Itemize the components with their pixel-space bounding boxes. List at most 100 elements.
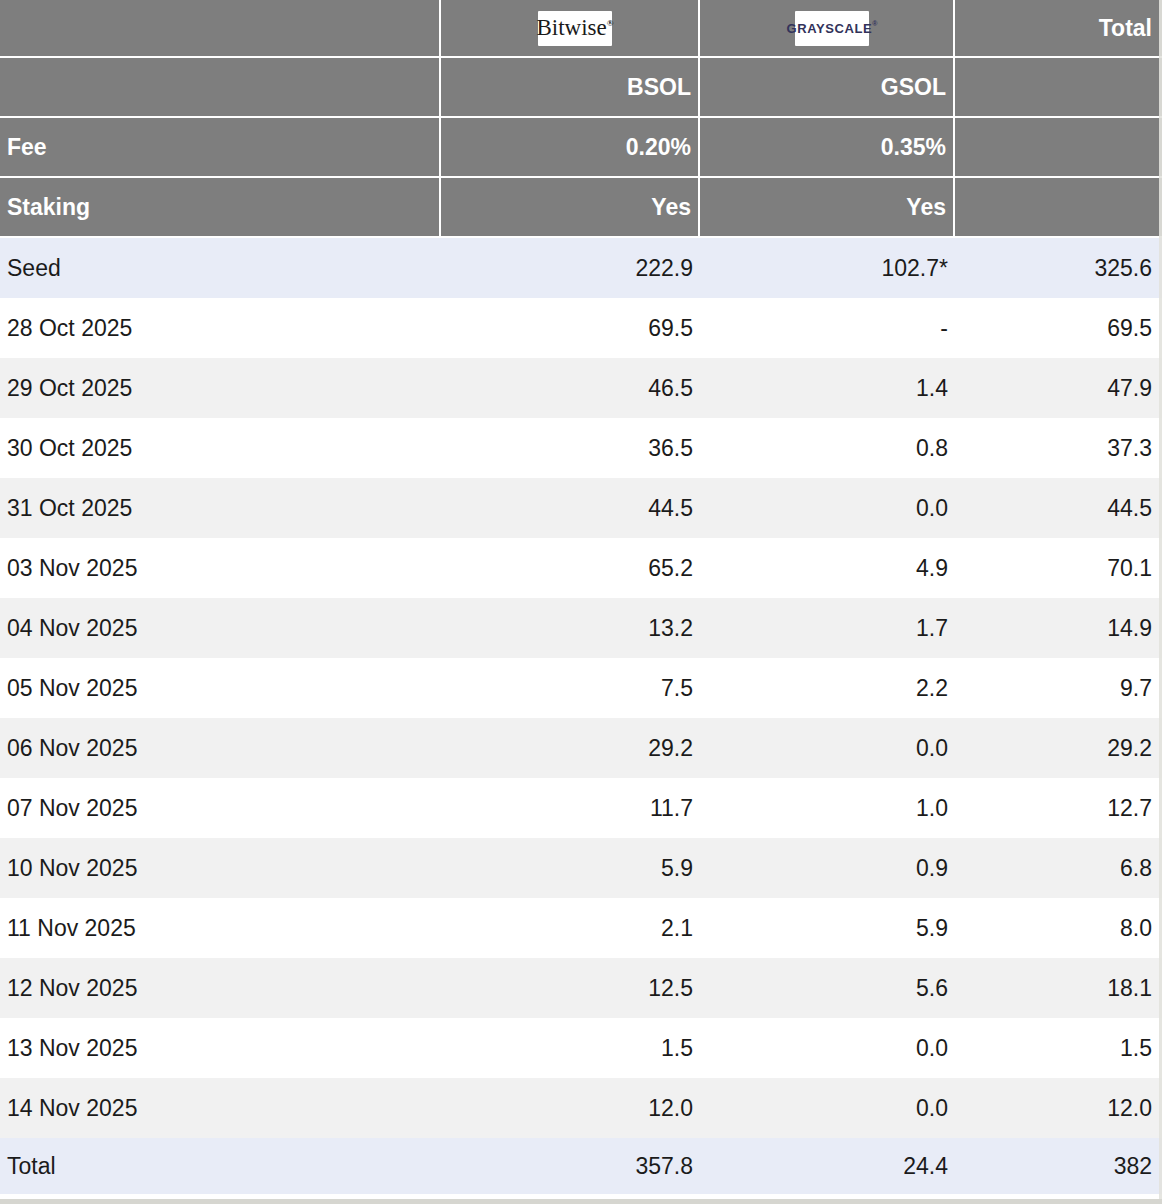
grayscale-logo: GRAYSCALE ® [795,11,869,46]
gsol-staking-value: Yes [700,178,955,236]
flow-rows-container: Seed 222.9 102.7* 325.6 28 Oct 2025 69.5… [0,238,1162,1194]
ticker-empty-cell [0,58,441,116]
gsol-value-cell: 0.8 [700,418,955,478]
total-value-cell: 382 [955,1138,1162,1194]
total-value-cell: 12.0 [955,1078,1162,1138]
table-row: 30 Oct 2025 36.5 0.8 37.3 [0,418,1162,478]
gsol-value-cell: 5.9 [700,898,955,958]
total-value-cell: 9.7 [955,658,1162,718]
bitwise-logo: Bitwise ® [538,11,612,46]
row-label-cell: 03 Nov 2025 [0,538,441,598]
bitwise-logo-text: Bitwise [537,15,607,41]
bsol-value-cell: 36.5 [441,418,700,478]
fee-total-empty-cell [955,118,1162,176]
staking-total-empty-cell [955,178,1162,236]
fee-row-label: Fee [0,118,441,176]
table-row: 29 Oct 2025 46.5 1.4 47.9 [0,358,1162,418]
bsol-value-cell: 29.2 [441,718,700,778]
table-row: Total 357.8 24.4 382 [0,1138,1162,1194]
gsol-value-cell: 0.0 [700,1078,955,1138]
table-row: 10 Nov 2025 5.9 0.9 6.8 [0,838,1162,898]
row-label-cell: 10 Nov 2025 [0,838,441,898]
bsol-value-cell: 5.9 [441,838,700,898]
row-label-cell: 07 Nov 2025 [0,778,441,838]
total-value-cell: 325.6 [955,238,1162,298]
bsol-value-cell: 46.5 [441,358,700,418]
total-value-cell: 8.0 [955,898,1162,958]
table-row: 13 Nov 2025 1.5 0.0 1.5 [0,1018,1162,1078]
bsol-value-cell: 1.5 [441,1018,700,1078]
table-row: 28 Oct 2025 69.5 - 69.5 [0,298,1162,358]
bsol-value-cell: 7.5 [441,658,700,718]
bsol-staking-value: Yes [441,178,700,236]
table-row: 12 Nov 2025 12.5 5.6 18.1 [0,958,1162,1018]
gsol-value-cell: 1.7 [700,598,955,658]
row-label-cell: 13 Nov 2025 [0,1018,441,1078]
gsol-ticker-header: GSOL [700,58,955,116]
bsol-value-cell: 69.5 [441,298,700,358]
total-value-cell: 12.7 [955,778,1162,838]
total-value-cell: 29.2 [955,718,1162,778]
total-value-cell: 6.8 [955,838,1162,898]
bsol-ticker-header: BSOL [441,58,700,116]
table-row: 31 Oct 2025 44.5 0.0 44.5 [0,478,1162,538]
gsol-value-cell: 24.4 [700,1138,955,1194]
bitwise-registered-mark-icon: ® [607,18,614,28]
bsol-value-cell: 2.1 [441,898,700,958]
brand-header-row: Bitwise ® GRAYSCALE ® Total [0,0,1162,58]
bsol-value-cell: 12.5 [441,958,700,1018]
bsol-fee-value: 0.20% [441,118,700,176]
total-value-cell: 69.5 [955,298,1162,358]
header-empty-cell [0,0,441,56]
total-column-header: Total [955,0,1162,56]
table-row: 03 Nov 2025 65.2 4.9 70.1 [0,538,1162,598]
gsol-value-cell: 0.9 [700,838,955,898]
window-bottom-edge [0,1199,1162,1204]
row-label-cell: 05 Nov 2025 [0,658,441,718]
bsol-value-cell: 65.2 [441,538,700,598]
row-label-cell: Total [0,1138,441,1194]
row-label-cell: 12 Nov 2025 [0,958,441,1018]
row-label-cell: 11 Nov 2025 [0,898,441,958]
gsol-value-cell: 4.9 [700,538,955,598]
table-row: 07 Nov 2025 11.7 1.0 12.7 [0,778,1162,838]
row-label-cell: 28 Oct 2025 [0,298,441,358]
row-label-cell: 31 Oct 2025 [0,478,441,538]
bsol-value-cell: 11.7 [441,778,700,838]
table-row: 06 Nov 2025 29.2 0.0 29.2 [0,718,1162,778]
table-row: 05 Nov 2025 7.5 2.2 9.7 [0,658,1162,718]
gsol-value-cell: 0.0 [700,718,955,778]
gsol-value-cell: 1.0 [700,778,955,838]
ticker-total-empty-cell [955,58,1162,116]
row-label-cell: 04 Nov 2025 [0,598,441,658]
row-label-cell: 14 Nov 2025 [0,1078,441,1138]
table-row: 11 Nov 2025 2.1 5.9 8.0 [0,898,1162,958]
row-label-cell: 06 Nov 2025 [0,718,441,778]
grayscale-registered-mark-icon: ® [872,20,877,28]
fee-row: Fee 0.20% 0.35% [0,118,1162,178]
gsol-value-cell: 0.0 [700,1018,955,1078]
table-row: Seed 222.9 102.7* 325.6 [0,238,1162,298]
gsol-value-cell: 5.6 [700,958,955,1018]
gsol-fee-value: 0.35% [700,118,955,176]
bitwise-header-cell: Bitwise ® [441,0,700,56]
staking-row-label: Staking [0,178,441,236]
bsol-value-cell: 44.5 [441,478,700,538]
grayscale-header-cell: GRAYSCALE ® [700,0,955,56]
gsol-value-cell: - [700,298,955,358]
row-label-cell: 30 Oct 2025 [0,418,441,478]
gsol-value-cell: 1.4 [700,358,955,418]
gsol-value-cell: 102.7* [700,238,955,298]
total-value-cell: 37.3 [955,418,1162,478]
staking-row: Staking Yes Yes [0,178,1162,238]
bsol-value-cell: 12.0 [441,1078,700,1138]
row-label-cell: Seed [0,238,441,298]
bsol-value-cell: 13.2 [441,598,700,658]
total-value-cell: 70.1 [955,538,1162,598]
bsol-value-cell: 357.8 [441,1138,700,1194]
ticker-header-row: BSOL GSOL [0,58,1162,118]
total-value-cell: 44.5 [955,478,1162,538]
total-value-cell: 18.1 [955,958,1162,1018]
row-label-cell: 29 Oct 2025 [0,358,441,418]
total-value-cell: 1.5 [955,1018,1162,1078]
